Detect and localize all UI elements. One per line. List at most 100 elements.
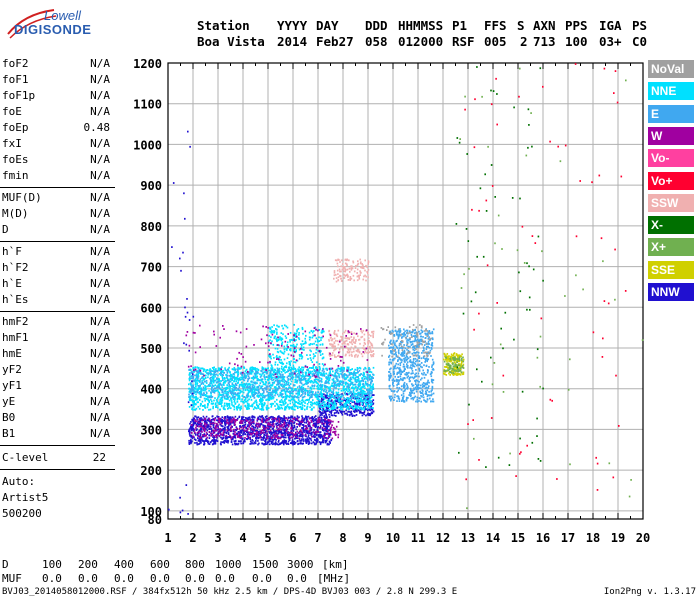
echo-point	[291, 395, 293, 398]
echo-point	[243, 367, 246, 369]
echo-point	[280, 385, 283, 387]
echo-point	[216, 415, 218, 418]
echo-point	[241, 373, 243, 376]
echo-point	[360, 390, 362, 393]
echo-point	[285, 430, 288, 432]
echo-point	[249, 433, 252, 435]
echo-point	[297, 390, 300, 392]
echo-point	[212, 443, 215, 445]
echo-point	[230, 379, 233, 382]
echo-point	[211, 370, 214, 372]
echo-point	[277, 375, 280, 378]
echo-point	[220, 429, 223, 432]
echo-point	[297, 376, 299, 378]
echo-point	[348, 389, 351, 391]
echo-point	[291, 396, 294, 399]
echo-point	[191, 419, 194, 421]
echo-point	[212, 418, 214, 420]
echo-point	[323, 384, 326, 387]
echo-point	[289, 390, 291, 393]
echo-point	[188, 396, 190, 398]
echo-point	[209, 425, 212, 428]
echo-point	[274, 432, 277, 435]
echo-point	[260, 397, 262, 400]
echo-point	[188, 439, 190, 442]
echo-point	[343, 377, 346, 379]
echo-point	[267, 397, 270, 400]
echo-point	[236, 408, 238, 411]
echo-point	[261, 402, 263, 405]
echo-point	[241, 398, 243, 401]
echo-point	[270, 397, 273, 400]
echo-point	[217, 374, 219, 377]
echo-point	[209, 419, 212, 422]
echo-point	[328, 387, 331, 390]
echo-point	[222, 383, 225, 385]
echo-point	[263, 390, 265, 392]
echo-point	[352, 410, 355, 413]
echo-point	[266, 442, 269, 445]
echo-point	[351, 415, 354, 417]
echo-point	[363, 375, 365, 378]
echo-point	[199, 433, 202, 435]
header-value-9: 100	[565, 34, 588, 49]
echo-point	[293, 371, 296, 373]
echo-point	[220, 380, 222, 382]
echo-point	[302, 378, 304, 381]
echo-point	[240, 420, 242, 422]
echo-point	[353, 408, 355, 411]
echo-point	[321, 405, 324, 407]
echo-point	[272, 427, 274, 430]
echo-point	[256, 370, 258, 373]
echo-point	[264, 438, 267, 441]
echo-point	[260, 386, 263, 389]
echo-point	[229, 430, 232, 433]
echo-point	[249, 384, 252, 386]
echo-point	[361, 377, 364, 379]
echo-point	[282, 393, 284, 395]
echo-point	[310, 439, 313, 442]
echo-point	[326, 377, 328, 380]
echo-point	[346, 406, 349, 409]
echo-point	[307, 440, 310, 443]
echo-point	[219, 431, 222, 434]
echo-point	[306, 382, 309, 385]
echo-point	[215, 405, 217, 408]
echo-point	[218, 434, 221, 437]
echo-point	[240, 400, 242, 403]
echo-point	[363, 392, 366, 395]
echo-point	[295, 369, 297, 372]
echo-point	[190, 421, 192, 423]
echo-point	[228, 384, 230, 386]
echo-point	[285, 406, 288, 409]
echo-point	[198, 407, 201, 410]
echo-point	[349, 392, 351, 394]
echo-point	[299, 395, 302, 398]
echo-point	[234, 419, 236, 421]
param-row-hes: h`Es N/A	[2, 293, 110, 307]
echo-point	[188, 387, 191, 390]
echo-point	[305, 435, 307, 438]
echo-point	[354, 374, 357, 377]
echo-point	[275, 442, 277, 445]
echo-point	[237, 405, 240, 407]
echo-point	[226, 374, 229, 377]
echo-point	[218, 419, 221, 422]
echo-point	[295, 435, 298, 438]
echo-point	[253, 441, 256, 444]
echo-point	[232, 386, 235, 389]
echo-point	[192, 408, 194, 411]
echo-point	[221, 384, 223, 387]
param-name: yF1	[2, 379, 22, 392]
echo-point	[204, 377, 207, 380]
param-name: C-level	[2, 451, 49, 464]
echo-point	[223, 384, 225, 386]
echo-point	[226, 405, 229, 408]
echo-point	[223, 427, 226, 430]
echo-point	[262, 388, 264, 390]
echo-point	[298, 425, 301, 427]
echo-point	[360, 393, 363, 396]
echo-point	[252, 376, 255, 379]
echo-point	[360, 399, 363, 402]
echo-point	[282, 440, 284, 442]
